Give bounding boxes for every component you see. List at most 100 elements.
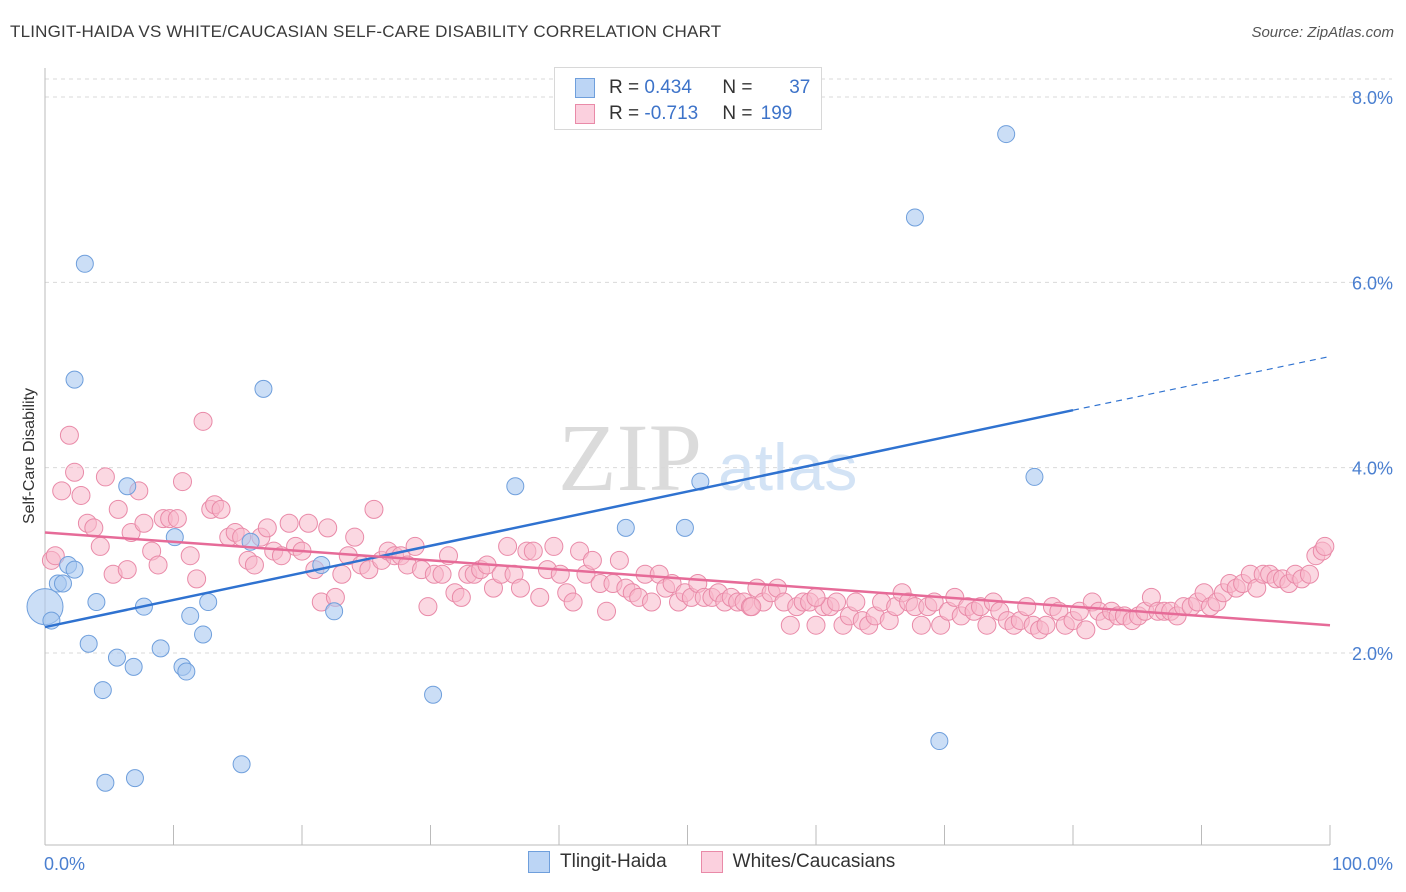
data-point-whites bbox=[1299, 564, 1319, 584]
data-point-tlingit bbox=[506, 477, 525, 496]
data-point-whites bbox=[563, 592, 583, 612]
axes bbox=[44, 68, 1331, 846]
data-point-whites bbox=[806, 615, 826, 635]
data-point-tlingit bbox=[199, 593, 218, 612]
y-tick-label: 8.0% bbox=[1352, 88, 1393, 108]
data-point-whites bbox=[977, 615, 997, 635]
trend-line-tlingit-extension bbox=[1072, 355, 1331, 411]
data-point-tlingit bbox=[65, 560, 84, 579]
data-point-tlingit bbox=[424, 685, 443, 704]
data-point-whites bbox=[148, 555, 168, 575]
data-point-whites bbox=[570, 541, 590, 561]
data-point-whites bbox=[193, 411, 213, 431]
data-point-whites bbox=[742, 597, 762, 617]
legend-swatch-blue bbox=[575, 78, 595, 98]
data-point-whites bbox=[806, 587, 826, 607]
data-point-tlingit bbox=[53, 574, 72, 593]
data-point-whites bbox=[180, 546, 200, 566]
data-point-whites bbox=[134, 513, 154, 533]
data-point-whites bbox=[244, 555, 264, 575]
legend-r-label: R = bbox=[609, 103, 645, 124]
correlation-legend: R = 0.434 N = 37 R = -0.713 N = 199 bbox=[554, 67, 822, 130]
data-point-tlingit bbox=[181, 606, 200, 625]
y-tick-label: 2.0% bbox=[1352, 644, 1393, 664]
watermark-atlas: atlas bbox=[718, 430, 857, 504]
legend-r-label: R = bbox=[609, 77, 645, 98]
data-point-whites bbox=[279, 513, 299, 533]
trend-lines bbox=[44, 355, 1331, 629]
data-point-whites bbox=[364, 499, 384, 519]
legend-label-white: Whites/Caucasians bbox=[732, 851, 896, 872]
legend-r-value: 0.434 bbox=[644, 77, 692, 98]
blue-series-points bbox=[26, 125, 1044, 792]
data-point-whites bbox=[108, 499, 128, 519]
data-point-tlingit bbox=[905, 208, 924, 227]
data-point-whites bbox=[332, 564, 352, 584]
data-point-whites bbox=[432, 564, 452, 584]
data-point-whites bbox=[523, 541, 543, 561]
legend-swatch-blue bbox=[528, 851, 550, 873]
legend-r-value: -0.713 bbox=[644, 103, 699, 124]
y-axis-label: Self-Care Disability bbox=[21, 388, 38, 524]
data-point-tlingit bbox=[232, 755, 251, 774]
data-point-whites bbox=[318, 518, 338, 538]
data-point-whites bbox=[172, 472, 192, 492]
data-point-whites bbox=[582, 550, 602, 570]
data-point-whites bbox=[498, 536, 518, 556]
y-tick-label: 6.0% bbox=[1352, 273, 1393, 293]
data-point-whites bbox=[642, 592, 662, 612]
data-point-tlingit bbox=[930, 732, 949, 751]
legend-n-label: N = bbox=[722, 77, 758, 98]
trend-line-whites bbox=[44, 531, 1331, 627]
data-point-whites bbox=[257, 518, 277, 538]
legend-row-white: R = -0.713 N = 199 bbox=[575, 103, 792, 125]
data-point-whites bbox=[167, 509, 187, 529]
watermark-zip: ZIP bbox=[558, 404, 702, 511]
data-point-tlingit bbox=[254, 379, 273, 398]
data-point-tlingit bbox=[151, 639, 170, 658]
data-point-whites bbox=[1017, 597, 1037, 617]
data-point-whites bbox=[298, 513, 318, 533]
data-point-whites bbox=[1076, 620, 1096, 640]
data-point-whites bbox=[418, 597, 438, 617]
y-tick-labels: 2.0% 4.0% 6.0% 8.0% bbox=[1352, 88, 1393, 664]
data-point-whites bbox=[65, 462, 85, 482]
legend-row-tlingit: R = 0.434 N = 37 bbox=[575, 77, 810, 99]
data-point-tlingit bbox=[96, 773, 115, 792]
data-point-whites bbox=[827, 592, 847, 612]
data-point-tlingit bbox=[325, 602, 344, 621]
data-point-whites bbox=[211, 499, 231, 519]
x-tick-label-max: 100.0% bbox=[1332, 854, 1393, 874]
legend-swatch-pink bbox=[700, 851, 723, 873]
data-point-tlingit bbox=[93, 681, 112, 700]
data-point-tlingit bbox=[616, 518, 635, 537]
data-point-whites bbox=[84, 518, 104, 538]
data-point-whites bbox=[359, 560, 379, 580]
data-point-whites bbox=[117, 560, 137, 580]
data-point-whites bbox=[597, 601, 617, 621]
pink-series-points bbox=[41, 411, 1335, 640]
data-point-whites bbox=[911, 615, 931, 635]
legend-swatch-pink bbox=[575, 104, 595, 124]
data-point-whites bbox=[121, 523, 141, 543]
data-point-tlingit bbox=[997, 125, 1016, 144]
watermark: ZIP atlas bbox=[558, 404, 857, 511]
legend-label-tlingit: Tlingit-Haida bbox=[560, 851, 667, 872]
data-point-whites bbox=[550, 564, 570, 584]
legend-n-value: 37 bbox=[789, 77, 811, 98]
legend-n-value: 199 bbox=[760, 103, 793, 124]
data-point-tlingit bbox=[177, 662, 196, 681]
data-point-tlingit bbox=[124, 657, 143, 676]
data-point-whites bbox=[345, 527, 365, 547]
legend-n-label: N = bbox=[722, 103, 758, 124]
data-point-tlingit bbox=[75, 254, 94, 273]
data-point-whites bbox=[530, 587, 550, 607]
data-point-whites bbox=[52, 481, 72, 501]
data-point-whites bbox=[451, 587, 471, 607]
data-point-whites bbox=[59, 425, 79, 445]
series-legend: Tlingit-Haida Whites/Caucasians bbox=[528, 851, 929, 873]
data-point-whites bbox=[544, 536, 564, 556]
data-point-whites bbox=[609, 550, 629, 570]
data-point-tlingit bbox=[65, 370, 84, 389]
